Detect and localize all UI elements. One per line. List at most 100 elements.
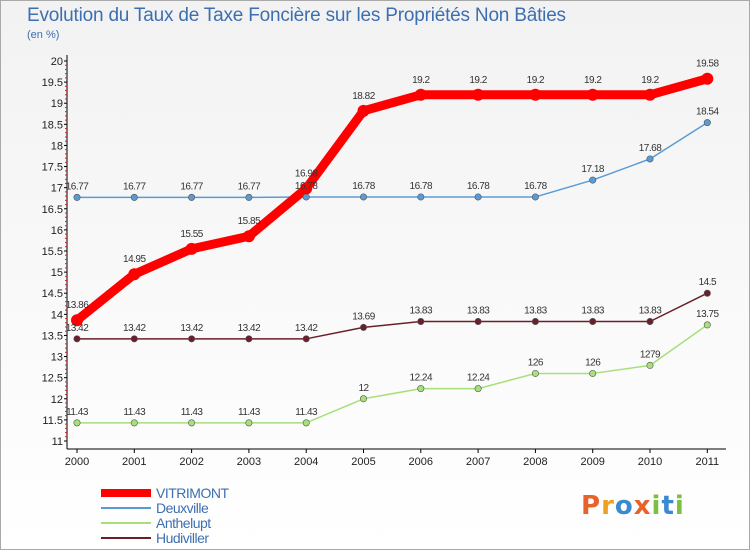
legend-label-deuxville: Deuxville [156,500,209,516]
data-point-vitrimont [242,230,255,243]
y-tick-label: 19 [51,98,63,110]
data-point-anthelupt [646,361,654,369]
data-label-vitrimont: 15.85 [238,216,261,227]
data-point-hudiviller [188,335,196,343]
data-point-deuxville [302,193,310,201]
chart-axes: 11 11.5 12 12.5 13 13.5 14 14.5 15 15.5 16 16.5 17 17… [42,55,726,468]
data-label-anthelupt: 1279 [640,349,661,360]
data-point-anthelupt [302,419,310,427]
x-tick-label: 2010 [638,456,662,468]
data-point-hudiviller [73,335,81,343]
legend-swatch-anthelupt [101,522,151,524]
x-tick-label: 2007 [466,456,490,468]
x-tick-label: 2001 [122,456,146,468]
data-label-hudiviller: 13.42 [123,323,146,334]
chart-lines [72,74,712,424]
legend-label-hudiviller: Hudiviller [156,530,209,546]
chart-data-labels: 16.77 16.77 16.77 16.77 16.78 16.78 16.78 16.78… [66,59,720,418]
data-point-deuxville [73,193,81,201]
data-point-hudiviller [703,289,711,297]
legend-swatch-vitrimont [101,489,151,497]
data-label-vitrimont: 19.2 [527,75,545,86]
x-tick-label: 2000 [65,456,89,468]
data-point-anthelupt [703,321,711,329]
data-point-anthelupt [73,419,81,427]
data-label-anthelupt: 11.43 [66,407,89,418]
data-label-hudiviller: 13.42 [66,323,89,334]
data-point-vitrimont [185,242,198,255]
x-tick-label: 2004 [294,456,318,468]
data-point-vitrimont [300,182,313,195]
chart-unit-label: (en %) [27,29,60,41]
data-point-hudiviller [359,323,367,331]
data-point-hudiviller [417,318,425,326]
legend-swatch-hudiviller [101,537,151,539]
x-tick-label: 2009 [580,456,604,468]
data-label-deuxville: 16.77 [123,181,146,192]
data-point-hudiviller [646,318,654,326]
data-label-anthelupt: 13.75 [696,309,719,320]
legend-swatch-deuxville [101,507,151,509]
data-label-hudiviller: 13.83 [524,306,547,317]
data-label-deuxville: 16.78 [467,181,490,192]
x-tick-label: 2011 [695,456,719,468]
y-tick-label: 20 [51,56,63,68]
data-label-vitrimont: 19.2 [469,75,487,86]
data-point-vitrimont [414,88,427,101]
data-point-vitrimont [472,88,485,101]
data-point-deuxville [417,193,425,201]
logo-letter: r [601,491,615,521]
data-label-vitrimont: 16.98 [295,169,318,180]
data-point-vitrimont [71,314,83,327]
logo-letter: x [633,491,652,521]
data-point-anthelupt [417,385,425,393]
data-point-vitrimont [357,104,370,117]
data-label-hudiviller: 13.83 [410,306,433,317]
proxiti-logo: Proxiti [581,491,685,521]
y-tick-label: 15 [51,267,63,279]
x-tick-label: 2002 [179,456,203,468]
data-point-deuxville [531,193,539,201]
y-tick-label: 17 [51,183,63,195]
legend-label-anthelupt: Anthelupt [156,515,211,531]
data-label-vitrimont: 13.86 [66,300,89,311]
data-label-hudiviller: 13.83 [467,306,490,317]
data-label-anthelupt: 11.43 [123,407,146,418]
data-label-hudiviller: 13.42 [295,323,318,334]
data-label-hudiviller: 14.5 [699,277,717,288]
x-tick-label: 2005 [351,456,375,468]
y-tick-label: 17.5 [42,162,63,174]
data-point-deuxville [245,193,253,201]
data-label-anthelupt: 12.24 [467,373,490,384]
data-label-vitrimont: 14.95 [123,254,146,265]
data-label-anthelupt: 11.43 [238,407,261,418]
data-label-deuxville: 16.78 [410,181,433,192]
x-tick-label: 2008 [523,456,547,468]
x-tick-label: 2003 [237,456,261,468]
y-tick-label: 13 [51,352,63,364]
y-tick-label: 16 [51,225,63,237]
data-point-vitrimont [128,268,141,281]
y-tick-label: 12 [51,394,63,406]
data-point-vitrimont [529,88,542,101]
data-point-anthelupt [589,369,597,377]
y-tick-label: 14 [51,309,63,321]
data-point-deuxville [130,193,138,201]
data-point-deuxville [474,193,482,201]
data-label-vitrimont: 19.2 [641,75,659,86]
data-point-vitrimont [644,88,656,101]
y-tick-label: 19.5 [42,77,63,89]
series-line-deuxville [76,121,709,199]
data-label-hudiviller: 13.42 [238,323,261,334]
data-label-anthelupt: 12.24 [410,373,433,384]
data-label-vitrimont: 19.2 [584,75,602,86]
y-tick-label: 18 [51,140,63,152]
data-label-deuxville: 18.54 [696,107,719,118]
data-point-hudiviller [130,335,138,343]
y-tick-label: 15.5 [42,246,63,258]
data-label-anthelupt: 12 [358,383,369,394]
data-label-deuxville: 16.78 [524,181,547,192]
data-point-hudiviller [474,318,482,326]
data-point-deuxville [188,193,196,201]
